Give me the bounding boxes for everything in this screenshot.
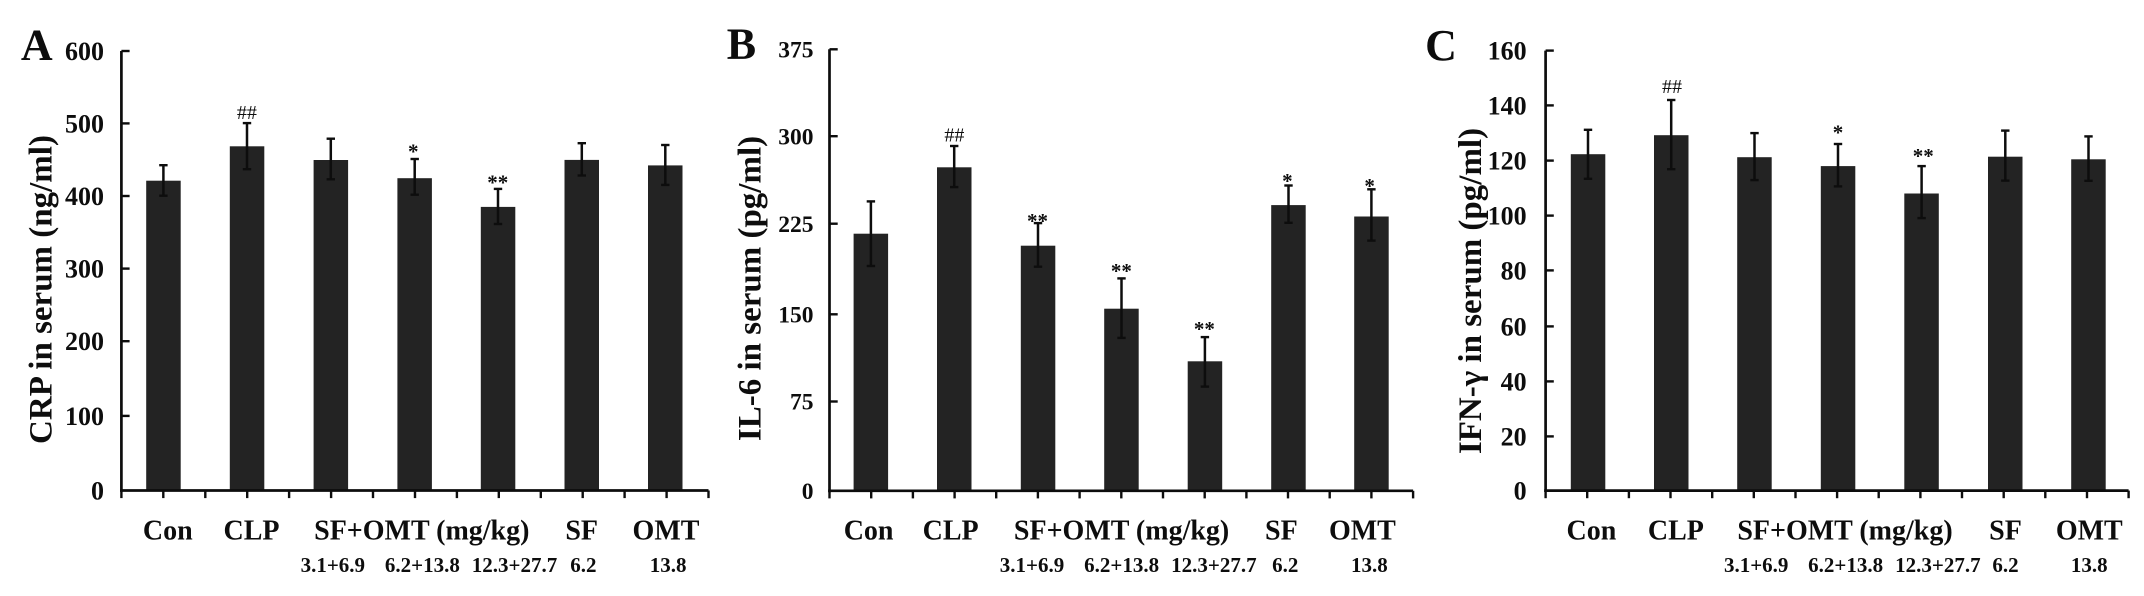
- svg-text:6.2: 6.2: [570, 553, 596, 577]
- svg-text:*: *: [408, 139, 419, 163]
- svg-text:*: *: [1833, 120, 1844, 144]
- svg-text:6.2+13.8: 6.2+13.8: [1808, 553, 1883, 577]
- svg-text:13.8: 13.8: [1351, 553, 1388, 577]
- svg-text:**: **: [1027, 209, 1048, 233]
- svg-text:IL-6 in serum (pg/ml): IL-6 in serum (pg/ml): [732, 136, 768, 441]
- svg-text:CLP: CLP: [1648, 516, 1704, 547]
- svg-text:150: 150: [778, 302, 813, 328]
- svg-text:IFN-γ in serum (pg/ml): IFN-γ in serum (pg/ml): [1453, 128, 1489, 454]
- svg-text:0: 0: [802, 479, 814, 505]
- svg-text:200: 200: [65, 327, 104, 356]
- svg-text:*: *: [1364, 174, 1375, 198]
- svg-text:400: 400: [65, 182, 104, 211]
- svg-text:*: *: [1282, 169, 1293, 193]
- svg-text:3.1+6.9: 3.1+6.9: [1724, 553, 1788, 577]
- svg-text:80: 80: [1501, 256, 1527, 285]
- svg-text:140: 140: [1488, 91, 1527, 120]
- svg-text:6.2+13.8: 6.2+13.8: [1084, 553, 1159, 577]
- svg-text:CLP: CLP: [224, 516, 280, 547]
- svg-text:100: 100: [65, 402, 104, 431]
- svg-text:Con: Con: [1567, 516, 1617, 547]
- svg-text:CRP in serum (ng/ml): CRP in serum (ng/ml): [24, 135, 60, 444]
- svg-text:20: 20: [1501, 422, 1527, 451]
- svg-text:6.2: 6.2: [1992, 553, 2018, 577]
- svg-text:Con: Con: [143, 516, 193, 547]
- svg-text:12.3+27.7: 12.3+27.7: [1171, 553, 1256, 577]
- svg-text:12.3+27.7: 12.3+27.7: [472, 553, 557, 577]
- svg-text:3.1+6.9: 3.1+6.9: [301, 553, 365, 577]
- svg-text:OMT: OMT: [2056, 516, 2123, 547]
- svg-text:3.1+6.9: 3.1+6.9: [1000, 553, 1064, 577]
- svg-text:100: 100: [1488, 202, 1527, 231]
- svg-text:600: 600: [65, 37, 104, 66]
- svg-text:SF+OMT (mg/kg): SF+OMT (mg/kg): [314, 516, 529, 547]
- svg-text:SF: SF: [1989, 516, 2022, 547]
- svg-text:##: ##: [237, 102, 257, 124]
- svg-text:13.8: 13.8: [650, 553, 687, 577]
- svg-text:75: 75: [790, 390, 814, 416]
- svg-text:**: **: [1111, 259, 1132, 283]
- svg-text:160: 160: [1488, 37, 1527, 66]
- svg-text:40: 40: [1501, 367, 1527, 396]
- svg-text:500: 500: [65, 109, 104, 138]
- svg-text:SF: SF: [565, 516, 598, 547]
- svg-text:CLP: CLP: [923, 516, 979, 547]
- svg-text:**: **: [1913, 144, 1934, 168]
- svg-text:A: A: [21, 20, 53, 69]
- svg-text:12.3+27.7: 12.3+27.7: [1895, 553, 1980, 577]
- svg-text:**: **: [1194, 317, 1215, 341]
- svg-text:225: 225: [778, 212, 813, 238]
- svg-text:375: 375: [778, 37, 813, 63]
- svg-text:300: 300: [65, 255, 104, 284]
- svg-text:300: 300: [778, 124, 813, 150]
- svg-text:##: ##: [1662, 76, 1682, 98]
- svg-text:SF+OMT (mg/kg): SF+OMT (mg/kg): [1737, 516, 1952, 547]
- svg-text:6.2+13.8: 6.2+13.8: [385, 553, 460, 577]
- svg-text:OMT: OMT: [633, 516, 700, 547]
- svg-text:0: 0: [91, 476, 104, 505]
- svg-text:120: 120: [1488, 147, 1527, 176]
- svg-text:**: **: [487, 171, 508, 195]
- svg-text:C: C: [1425, 21, 1457, 70]
- svg-text:##: ##: [944, 125, 964, 147]
- svg-text:0: 0: [1514, 477, 1527, 506]
- svg-text:SF+OMT (mg/kg): SF+OMT (mg/kg): [1014, 516, 1229, 547]
- svg-text:SF: SF: [1265, 516, 1298, 547]
- svg-text:OMT: OMT: [1329, 516, 1396, 547]
- svg-text:60: 60: [1501, 312, 1527, 341]
- svg-text:13.8: 13.8: [2071, 553, 2108, 577]
- svg-text:B: B: [727, 19, 756, 68]
- svg-text:6.2: 6.2: [1272, 553, 1298, 577]
- svg-text:Con: Con: [844, 516, 894, 547]
